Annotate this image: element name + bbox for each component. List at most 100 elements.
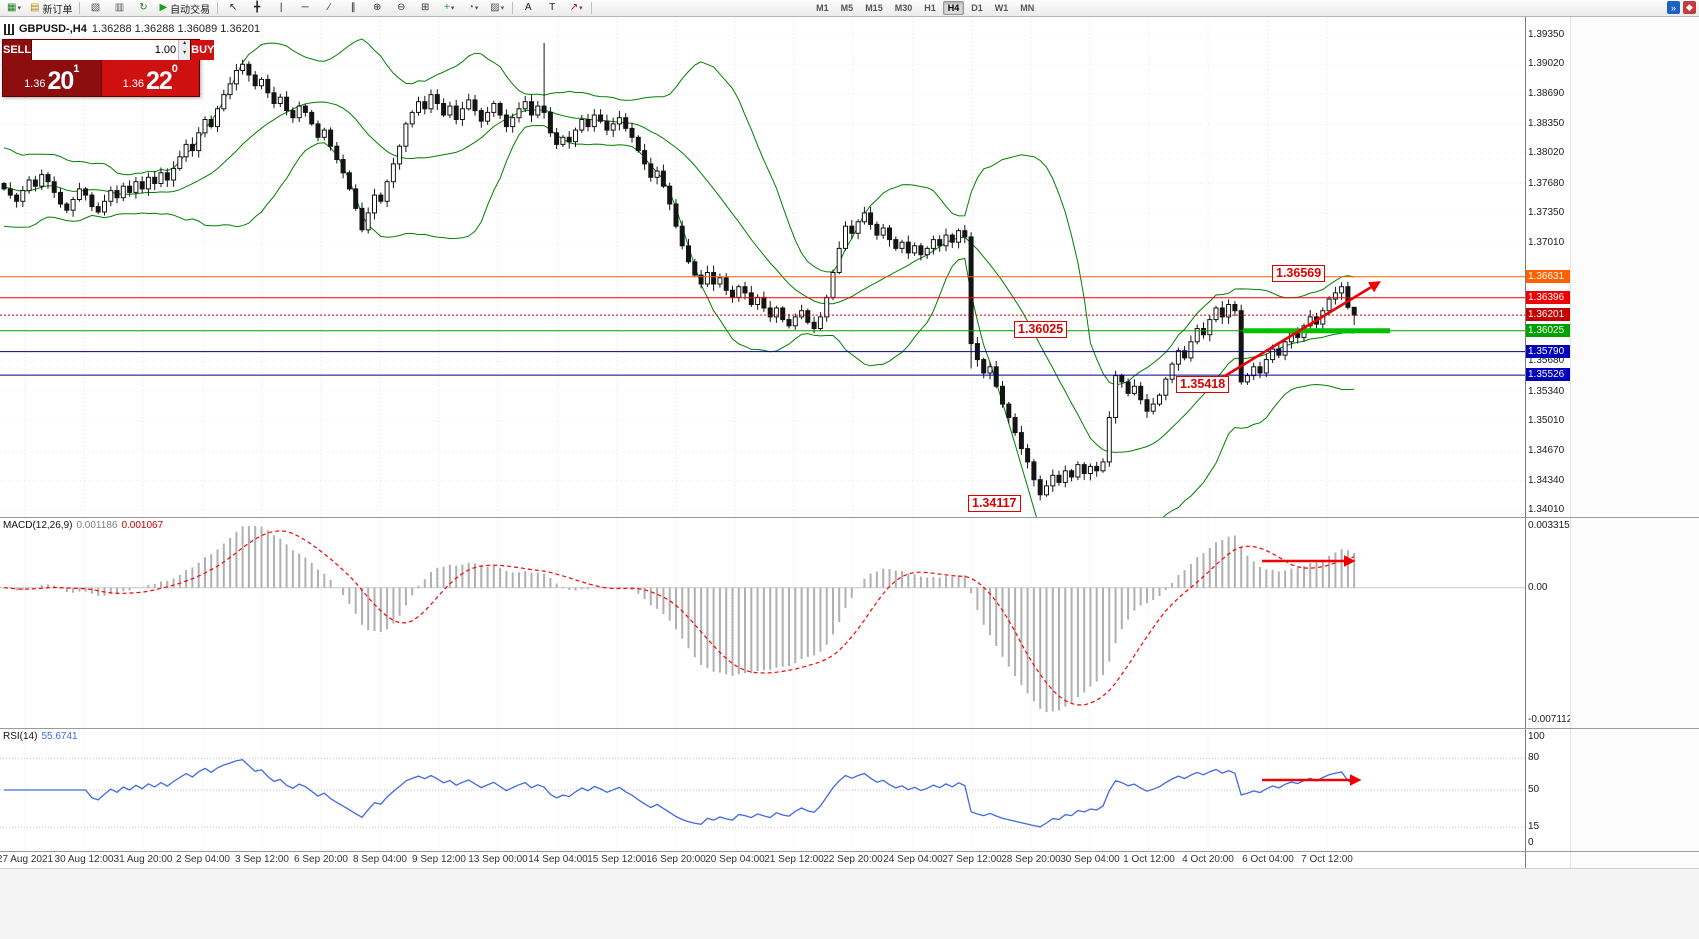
channel-tool-icon: ∥ bbox=[350, 2, 356, 13]
date-label: 21 Sep 12:00 bbox=[764, 854, 824, 865]
timeframe-button-m15[interactable]: M15 bbox=[865, 3, 883, 13]
lot-spinner: ▴ ▾ bbox=[178, 40, 191, 60]
sell-price-quote[interactable]: 1.36 20 1 bbox=[3, 60, 102, 96]
periods-button[interactable]: ◔ ▾ bbox=[462, 0, 484, 16]
macd-panel[interactable]: MACD(12,26,9) 0.001186 0.001067 bbox=[0, 518, 1525, 728]
crosshair-tool-button[interactable]: ╋ bbox=[246, 0, 268, 16]
bollinger-bands[interactable] bbox=[3, 38, 1355, 517]
date-label: 31 Aug 20:00 bbox=[113, 854, 173, 865]
grid-layer bbox=[24, 729, 1328, 851]
dropdown-caret-icon: ▾ bbox=[579, 5, 583, 12]
price-tick: 1.34670 bbox=[1528, 445, 1565, 457]
level-lines[interactable] bbox=[0, 276, 1525, 376]
alerts-icon[interactable]: ◆ bbox=[1683, 1, 1696, 14]
price-tick: 1.38020 bbox=[1528, 147, 1565, 159]
price-badge: 1.36396 bbox=[1526, 290, 1570, 304]
arrows-tool-button[interactable]: ↗ ▾ bbox=[565, 0, 587, 16]
price-badge: 1.35790 bbox=[1526, 344, 1570, 358]
refresh-button[interactable]: ↻ bbox=[132, 0, 154, 16]
new-chart-button[interactable]: ▦ ▾ bbox=[3, 0, 25, 16]
date-label: 14 Sep 04:00 bbox=[528, 854, 588, 865]
dropdown-caret-icon: ▾ bbox=[450, 5, 455, 12]
sell-button[interactable]: SELL bbox=[3, 40, 32, 60]
price-scale[interactable]: 1.39350 1.39020 1.38690 1.38350 1.38020 1.376… bbox=[1525, 17, 1570, 517]
price-tick: 1.35680 bbox=[1528, 355, 1565, 367]
timeframe-button-m1[interactable]: M1 bbox=[816, 3, 829, 13]
horizontal-line-tool-button[interactable]: ─ bbox=[294, 0, 316, 16]
panel-separator[interactable] bbox=[0, 517, 1699, 518]
date-label: 6 Oct 04:00 bbox=[1242, 854, 1294, 865]
tile-windows-button[interactable]: ⊞ bbox=[414, 0, 436, 16]
timeframe-button-w1[interactable]: W1 bbox=[994, 3, 1009, 13]
sell-price-main: 20 bbox=[47, 67, 74, 95]
price-chart[interactable]: GBPUSD-,H4 1.36288 1.36288 1.36089 1.362… bbox=[0, 17, 1525, 517]
channel-tool-button[interactable]: ∥ bbox=[342, 0, 364, 16]
timeframe-button-m5[interactable]: M5 bbox=[840, 3, 854, 13]
crosshair-tool-icon: ╋ bbox=[254, 2, 261, 13]
one-click-trading-panel: SELL ▴ ▾ BUY 1.36 20 1 bbox=[2, 39, 215, 97]
dropdown-caret-icon: ▾ bbox=[500, 5, 505, 12]
toolbar-overflow-icon[interactable]: » bbox=[1667, 1, 1680, 14]
buy-price-quote[interactable]: 1.36 22 0 bbox=[101, 60, 199, 96]
rsi-scale[interactable]: 100 80 50 15 0 bbox=[1525, 729, 1570, 851]
timeframe-button-h1[interactable]: H1 bbox=[924, 3, 936, 13]
date-label: 30 Sep 04:00 bbox=[1060, 854, 1120, 865]
rsi-scale-tick: 0 bbox=[1528, 837, 1534, 848]
grid-layer bbox=[0, 17, 1525, 517]
grid-layer bbox=[24, 518, 1328, 728]
label-tool-button[interactable]: T bbox=[541, 0, 563, 16]
price-annotation[interactable]: 1.34117 bbox=[968, 495, 1021, 512]
timeframe-button-mn[interactable]: MN bbox=[1020, 3, 1035, 13]
cursor-tool-button[interactable]: ↖ bbox=[222, 0, 244, 16]
timeframe-button-d1[interactable]: D1 bbox=[971, 3, 983, 13]
macd-panel-row: MACD(12,26,9) 0.001186 0.001067 0.003315 0.… bbox=[0, 518, 1699, 728]
new-chart-icon: ▦ bbox=[7, 2, 17, 13]
price-annotation[interactable]: 1.36569 bbox=[1272, 265, 1326, 282]
chart-title: GBPUSD-,H4 1.36288 1.36288 1.36089 1.362… bbox=[4, 23, 260, 35]
profiles-button[interactable]: ▧ bbox=[84, 0, 106, 16]
lot-increase-button[interactable]: ▴ bbox=[179, 40, 191, 50]
templates-button[interactable]: ▨ ▾ bbox=[486, 0, 508, 16]
rsi-panel[interactable]: RSI(14) 55.6741 bbox=[0, 729, 1525, 851]
date-label: 3 Sep 12:00 bbox=[235, 854, 289, 865]
toolbar-buttons: ▦ ▾ ▤ 新订单 ▧ ▥ ↻ ▶ 自动交易 ↖ ╋ | ─ ∕ ∥ ⊕ ⊖ ⊞ + ▾ ◔ ▾ ▨ ▾ A T ↗ ▾ bbox=[2, 0, 595, 16]
lot-size-input[interactable] bbox=[32, 40, 179, 60]
buy-button[interactable]: BUY bbox=[191, 40, 215, 60]
auto-trading-button[interactable]: ▶ 自动交易 bbox=[156, 0, 213, 16]
vertical-line-tool-button[interactable]: | bbox=[270, 0, 292, 16]
indicators-button[interactable]: + ▾ bbox=[438, 0, 460, 16]
right-filler bbox=[1570, 17, 1699, 517]
trendline-tool-icon: ∕ bbox=[328, 2, 330, 13]
date-label: 13 Sep 00:00 bbox=[468, 854, 528, 865]
macd-label: MACD(12,26,9) 0.001186 0.001067 bbox=[3, 520, 163, 531]
horizontal-line-tool-icon: ─ bbox=[301, 2, 309, 13]
macd-scale[interactable]: 0.003315 0.00 -0.007112 bbox=[1525, 518, 1570, 728]
price-badge: 1.35526 bbox=[1526, 368, 1570, 382]
buy-price-main: 22 bbox=[145, 67, 173, 95]
new-order-button[interactable]: ▤ 新订单 bbox=[27, 0, 75, 16]
rsi-canvas[interactable] bbox=[0, 729, 1525, 851]
trendline-tool-button[interactable]: ∕ bbox=[318, 0, 340, 16]
auto-trading-button-label: 自动交易 bbox=[170, 4, 211, 16]
trend-arrow[interactable] bbox=[1209, 281, 1382, 387]
toolbar-separator bbox=[217, 2, 219, 14]
price-annotation[interactable]: 1.35418 bbox=[1176, 376, 1230, 393]
panel-separator bbox=[0, 851, 1699, 852]
panel-separator[interactable] bbox=[0, 728, 1699, 729]
zoom-out-button[interactable]: ⊖ bbox=[390, 0, 412, 16]
timeframe-button-m30[interactable]: M30 bbox=[894, 3, 913, 13]
zoom-in-button[interactable]: ⊕ bbox=[366, 0, 388, 16]
macd-name: MACD(12,26,9) bbox=[3, 520, 73, 531]
macd-canvas[interactable] bbox=[0, 518, 1525, 728]
charts-grid-button[interactable]: ▥ bbox=[108, 0, 130, 16]
label-tool-icon: T bbox=[549, 2, 556, 13]
time-axis-row: 27 Aug 2021 30 Aug 12:00 31 Aug 20:00 2 Sep… bbox=[0, 852, 1699, 868]
lot-size-field: ▴ ▾ bbox=[31, 40, 192, 60]
lot-decrease-button[interactable]: ▾ bbox=[179, 50, 191, 60]
right-filler bbox=[1570, 729, 1699, 851]
time-scale[interactable]: 27 Aug 2021 30 Aug 12:00 31 Aug 20:00 2 Sep… bbox=[0, 852, 1525, 868]
text-tool-button[interactable]: A bbox=[517, 0, 539, 16]
price-annotation[interactable]: 1.36025 bbox=[1014, 321, 1068, 338]
timeframe-button-h4[interactable]: H4 bbox=[942, 1, 965, 15]
main-chart-canvas[interactable] bbox=[0, 17, 1525, 517]
